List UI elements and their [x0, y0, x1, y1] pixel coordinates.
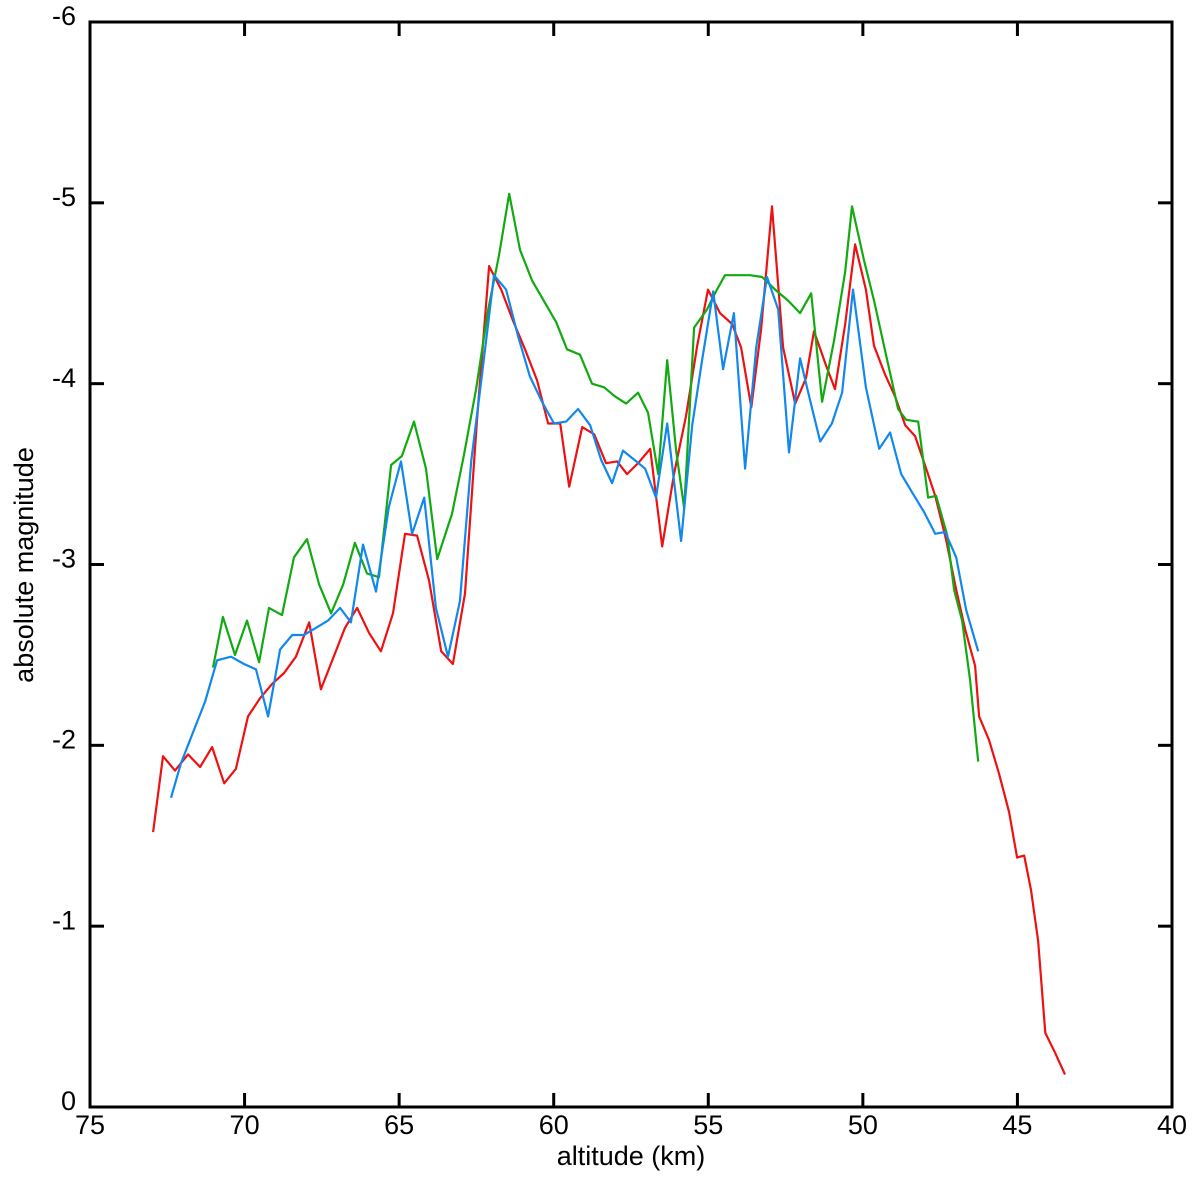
data-line — [211, 192, 980, 762]
x-tick-label: 40 — [1157, 1110, 1187, 1140]
x-tick-label: 50 — [848, 1110, 878, 1140]
y-tick-label: -1 — [52, 905, 76, 935]
y-tick-label: 0 — [61, 1086, 76, 1116]
x-axis-label: altitude (km) — [557, 1141, 706, 1171]
y-tick-label: -6 — [52, 1, 76, 31]
y-tick-label: -3 — [52, 544, 76, 574]
plot-frame — [88, 20, 1174, 1109]
y-tick-label: -4 — [52, 363, 76, 393]
x-tick-label: 60 — [539, 1110, 569, 1140]
x-tick-label: 45 — [1002, 1110, 1032, 1140]
data-line — [169, 274, 980, 799]
y-axis-label: absolute magnitude — [9, 447, 39, 683]
y-tick-label: -5 — [52, 182, 76, 212]
y-tick-label: -2 — [52, 724, 76, 754]
data-line — [152, 205, 1067, 1075]
x-tick-label: 65 — [384, 1110, 414, 1140]
x-tick-label: 70 — [230, 1110, 260, 1140]
x-tick-label: 75 — [75, 1110, 105, 1140]
x-tick-label: 55 — [693, 1110, 723, 1140]
